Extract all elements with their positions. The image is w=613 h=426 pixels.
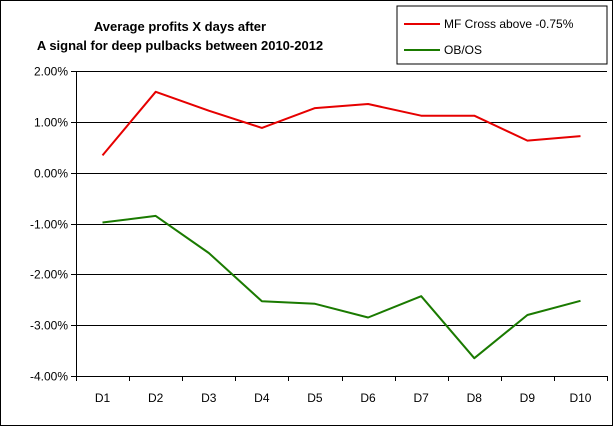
series-lines xyxy=(101,90,581,360)
chart-title-line-1: Average profits X days after xyxy=(94,19,266,34)
legend-label-mf-cross: MF Cross above -0.75% xyxy=(444,17,574,31)
chart-title-line-2: A signal for deep pulbacks between 2010-… xyxy=(37,38,323,53)
x-tick-label: D4 xyxy=(254,391,270,405)
series-line-mf-cross xyxy=(101,90,581,157)
axes xyxy=(71,71,608,381)
series-line-obos xyxy=(102,214,581,360)
y-tick-label: 0.00% xyxy=(34,167,68,181)
x-tick-label: D7 xyxy=(413,391,429,405)
x-tick-label: D9 xyxy=(520,391,536,405)
x-tick-label: D3 xyxy=(201,391,217,405)
x-tick-label: D5 xyxy=(307,391,323,405)
x-tick-label: D1 xyxy=(95,391,111,405)
y-tick-label: -4.00% xyxy=(30,370,68,384)
x-tick-label: D6 xyxy=(360,391,376,405)
y-tick-label: -3.00% xyxy=(30,319,68,333)
legend-label-obos: OB/OS xyxy=(444,43,482,57)
legend: MF Cross above -0.75% OB/OS xyxy=(396,5,608,65)
x-tick-label: D10 xyxy=(569,391,591,405)
gridlines xyxy=(76,71,607,377)
y-tick-label: 1.00% xyxy=(34,116,68,130)
y-tick-label: 2.00% xyxy=(34,65,68,79)
x-tick-label: D2 xyxy=(148,391,164,405)
y-tick-label: -1.00% xyxy=(30,218,68,232)
x-tick-label: D8 xyxy=(467,391,483,405)
legend-box xyxy=(396,5,608,65)
tick-labels: 2.00% 1.00% 0.00% -1.00% -2.00% -3.00% -4.00% D… xyxy=(30,65,592,406)
y-tick-label: -2.00% xyxy=(30,268,68,282)
